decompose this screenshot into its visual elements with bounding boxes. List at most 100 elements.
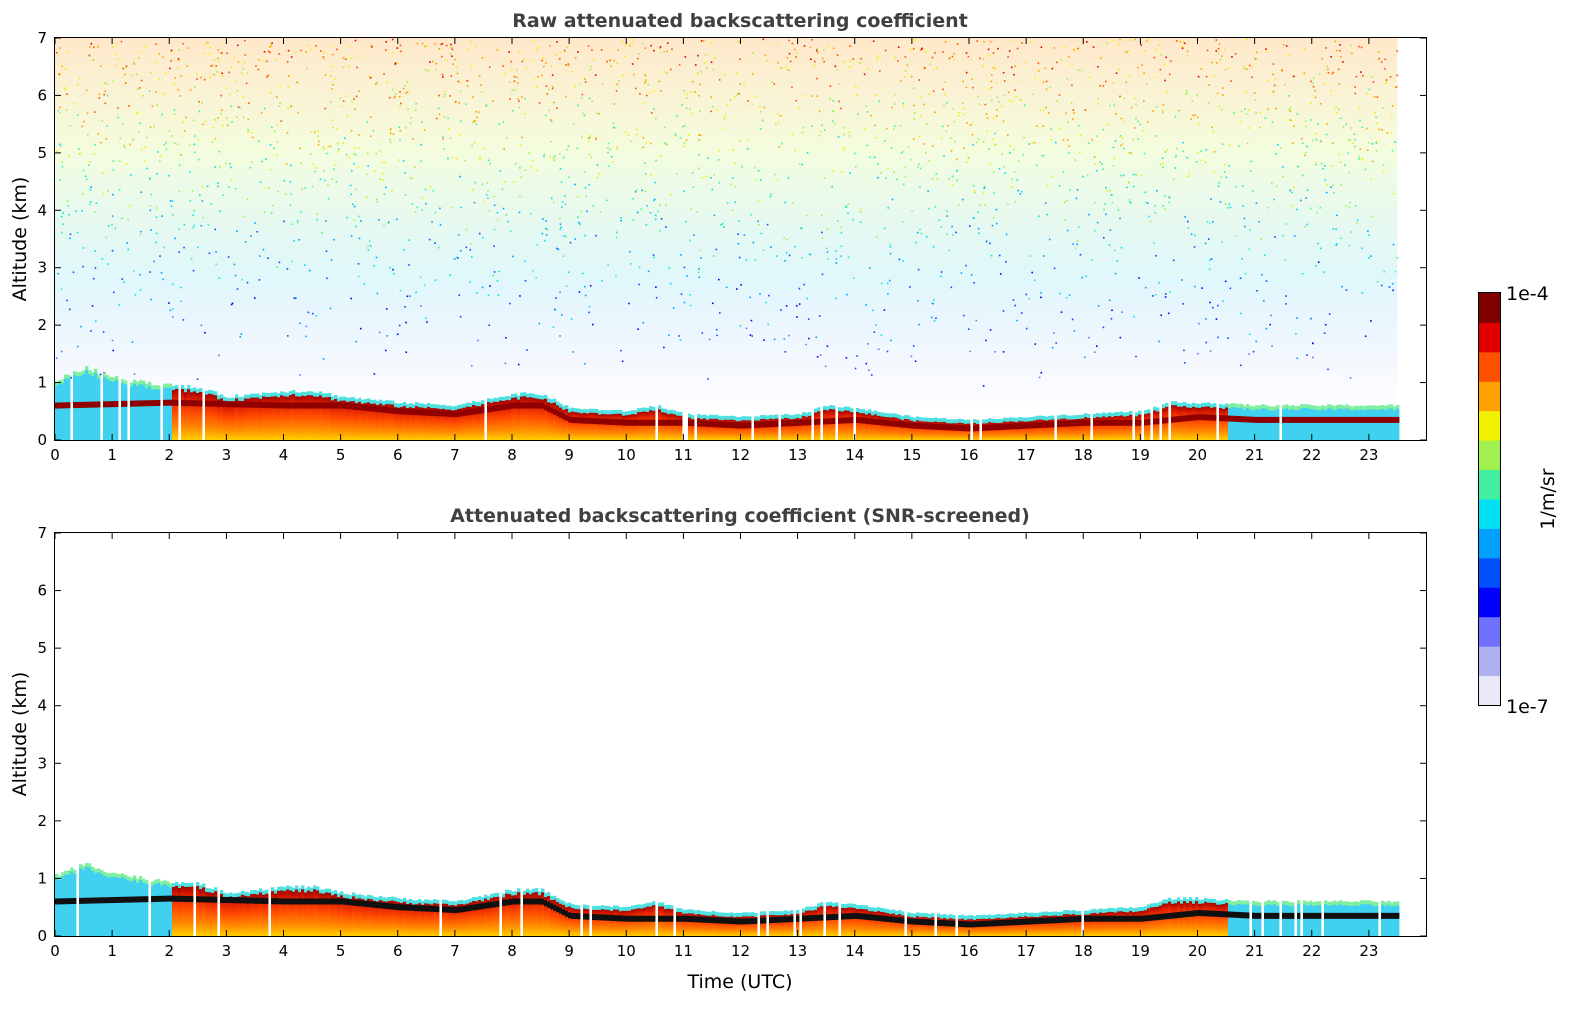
signal-layer-segment <box>124 400 128 407</box>
bl-fringe <box>487 398 491 403</box>
noise-pixel <box>717 158 720 161</box>
bl-fringe <box>802 411 806 416</box>
signal-layer-segment <box>1384 416 1388 423</box>
noise-pixel <box>1186 220 1189 223</box>
bl-fringe <box>730 912 734 917</box>
signal-layer-segment <box>679 419 683 426</box>
noise-pixel <box>612 122 614 125</box>
noise-pixel <box>61 165 64 168</box>
noise-pixel <box>1153 56 1156 59</box>
bl-fringe <box>907 912 911 917</box>
x-tick-label: 1 <box>107 446 117 464</box>
bl-fringe <box>1093 908 1097 913</box>
noise-pixel <box>218 354 220 357</box>
noise-pixel <box>105 236 108 239</box>
noise-pixel <box>869 267 871 269</box>
noise-pixel <box>398 96 401 98</box>
noise-pixel <box>1144 201 1147 204</box>
signal-layer-segment <box>844 417 848 424</box>
bl-column <box>1132 911 1136 936</box>
noise-pixel <box>1389 76 1392 78</box>
noise-pixel <box>1320 247 1322 250</box>
noise-pixel <box>1306 189 1309 192</box>
x-tick-label: 5 <box>336 446 346 464</box>
signal-layer-segment <box>637 915 641 922</box>
noise-pixel <box>583 285 586 288</box>
noise-pixel <box>1164 293 1167 295</box>
bl-column <box>292 890 296 936</box>
noise-pixel <box>1230 80 1233 82</box>
bl-fringe <box>763 414 767 419</box>
signal-layer-segment <box>832 913 836 920</box>
signal-layer-segment <box>163 399 167 406</box>
noise-pixel <box>316 213 319 216</box>
bl-column <box>424 407 428 440</box>
noise-pixel <box>1143 152 1146 155</box>
bl-column <box>370 898 374 936</box>
noise-pixel <box>171 283 174 286</box>
bl-fringe <box>1225 403 1229 408</box>
noise-pixel <box>1388 286 1391 288</box>
noise-pixel <box>572 122 575 125</box>
noise-pixel <box>698 249 701 252</box>
noise-pixel <box>177 58 180 60</box>
noise-pixel <box>813 64 816 67</box>
bl-fringe <box>1195 403 1199 408</box>
bl-column <box>490 897 494 936</box>
noise-pixel <box>1285 303 1287 305</box>
bl-column <box>778 914 782 936</box>
bl-fringe <box>1258 405 1262 410</box>
bl-fringe <box>490 398 494 403</box>
bl-column <box>394 900 398 936</box>
noise-pixel <box>691 172 694 174</box>
noise-pixel <box>913 118 916 120</box>
bl-column <box>832 906 836 936</box>
noise-pixel <box>877 348 880 351</box>
noise-pixel <box>835 250 837 252</box>
bl-column <box>586 412 590 440</box>
signal-layer-segment <box>334 898 338 905</box>
noise-pixel <box>644 74 647 77</box>
noise-pixel <box>1342 126 1345 128</box>
noise-pixel <box>932 90 935 93</box>
noise-pixel <box>69 233 72 236</box>
bl-column <box>220 893 224 936</box>
noise-pixel <box>666 143 668 146</box>
noise-pixel <box>953 52 955 55</box>
bl-column <box>184 391 188 440</box>
bl-column <box>103 375 107 440</box>
noise-pixel <box>160 272 163 274</box>
bl-column <box>547 401 551 440</box>
signal-layer-segment <box>1240 416 1244 423</box>
noise-pixel <box>310 153 312 155</box>
x-tick-label: 23 <box>1359 446 1378 464</box>
noise-pixel <box>869 114 872 117</box>
bl-fringe <box>892 909 896 914</box>
signal-layer-segment <box>520 402 524 409</box>
noise-pixel <box>1045 88 1048 91</box>
noise-pixel <box>512 109 514 112</box>
signal-layer-segment <box>85 897 89 904</box>
noise-pixel <box>827 258 829 261</box>
bl-column <box>688 416 692 440</box>
signal-layer-segment <box>1099 915 1103 922</box>
noise-pixel <box>389 141 392 144</box>
bl-column <box>1057 418 1061 440</box>
bl-column <box>979 918 983 936</box>
noise-pixel <box>1291 205 1294 207</box>
signal-layer-segment <box>889 420 893 427</box>
signal-layer-segment <box>910 422 914 429</box>
noise-pixel <box>400 50 402 53</box>
noise-pixel <box>548 109 551 112</box>
noise-pixel <box>59 47 61 49</box>
bl-fringe <box>1141 906 1145 911</box>
bl-fringe <box>550 399 554 404</box>
raw-noise-wash <box>55 38 1398 412</box>
noise-pixel <box>796 316 798 318</box>
noise-pixel <box>840 255 842 257</box>
bl-column <box>67 377 71 440</box>
bl-fringe <box>457 405 461 410</box>
noise-pixel <box>317 143 320 146</box>
noise-pixel <box>434 43 436 45</box>
noise-pixel <box>584 171 586 173</box>
